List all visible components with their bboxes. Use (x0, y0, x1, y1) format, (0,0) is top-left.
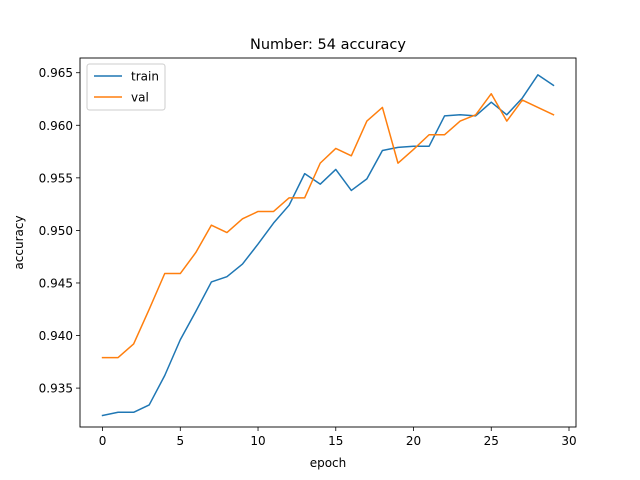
y-tick-label: 0.935 (39, 382, 73, 396)
y-tick-label: 0.955 (39, 171, 73, 185)
x-axis-label: epoch (310, 456, 347, 470)
y-tick-label: 0.960 (39, 119, 73, 133)
series-line-val (101, 92, 555, 359)
x-tick-label: 25 (484, 434, 499, 448)
x-tick-label: 20 (406, 434, 421, 448)
x-tick-label: 30 (561, 434, 576, 448)
legend: train val (86, 63, 166, 111)
plot-area-frame (79, 57, 577, 428)
x-tick-label: 5 (176, 434, 184, 448)
y-tick-label: 0.950 (39, 224, 73, 238)
x-tick-label: 10 (250, 434, 265, 448)
chart-title: Number: 54 accuracy (250, 37, 406, 53)
legend-label-val: val (131, 91, 149, 105)
y-tick-label: 0.940 (39, 329, 73, 343)
y-axis-label: accuracy (12, 215, 26, 269)
series-line-train (101, 74, 555, 417)
legend-label-train: train (131, 70, 159, 84)
y-tick-label: 0.965 (39, 66, 73, 80)
y-tick-label: 0.945 (39, 276, 73, 290)
x-tick-label: 0 (99, 434, 107, 448)
series-lines (101, 74, 555, 417)
axis-ticks: 0 5 10 15 20 25 30 0.935 0.940 0.945 0.950 0.955 0.9… (39, 66, 577, 448)
x-tick-label: 15 (328, 434, 343, 448)
